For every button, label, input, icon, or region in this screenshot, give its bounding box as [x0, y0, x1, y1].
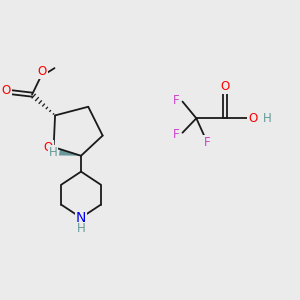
Polygon shape [59, 149, 81, 156]
Text: F: F [173, 94, 179, 106]
Text: F: F [204, 136, 211, 149]
Text: H: H [262, 112, 271, 125]
Text: O: O [44, 141, 53, 154]
Text: H: H [49, 146, 57, 159]
Text: F: F [173, 128, 179, 141]
Text: O: O [220, 80, 230, 93]
Text: O: O [38, 65, 47, 78]
Text: H: H [77, 222, 85, 235]
Text: N: N [76, 211, 86, 225]
Text: O: O [248, 112, 257, 125]
Text: O: O [2, 84, 11, 98]
